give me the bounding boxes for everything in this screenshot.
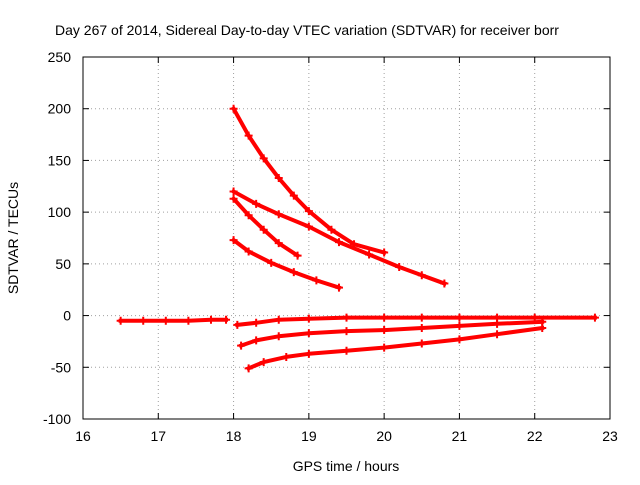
data-point bbox=[395, 262, 404, 271]
data-point bbox=[233, 320, 242, 329]
data-point bbox=[252, 199, 261, 208]
series-line-arc7 bbox=[238, 319, 545, 349]
data-point bbox=[244, 364, 253, 373]
data-point bbox=[259, 358, 268, 367]
data-point bbox=[455, 321, 464, 330]
data-point bbox=[229, 104, 238, 113]
data-point bbox=[342, 327, 351, 336]
data-point bbox=[380, 326, 389, 335]
data-point bbox=[267, 258, 276, 267]
series-arc2 bbox=[229, 104, 389, 257]
y-tick-label: 150 bbox=[48, 152, 72, 168]
data-point bbox=[222, 315, 231, 324]
data-point bbox=[493, 319, 502, 328]
y-axis-label: SDTVAR / TECUs bbox=[5, 182, 21, 294]
data-point bbox=[244, 211, 253, 220]
data-point bbox=[229, 187, 238, 196]
x-tick-label: 18 bbox=[226, 428, 242, 444]
x-tick-label: 19 bbox=[301, 428, 317, 444]
y-tick-label: 0 bbox=[63, 308, 71, 324]
data-point bbox=[455, 335, 464, 344]
series-arc5 bbox=[229, 236, 343, 292]
plot-frame bbox=[82, 56, 611, 420]
data-point bbox=[417, 323, 426, 332]
data-point bbox=[304, 349, 313, 358]
data-point bbox=[274, 210, 283, 219]
x-tick-label: 22 bbox=[527, 428, 543, 444]
data-point bbox=[380, 343, 389, 352]
data-point bbox=[229, 236, 238, 245]
series-arc3 bbox=[229, 187, 449, 288]
data-point bbox=[304, 222, 313, 231]
data-point bbox=[206, 315, 215, 324]
x-tick-label: 16 bbox=[75, 428, 91, 444]
data-point bbox=[304, 329, 313, 338]
y-tick-label: 50 bbox=[55, 256, 71, 272]
data-point bbox=[274, 174, 283, 183]
data-point bbox=[304, 314, 313, 323]
series-layer bbox=[116, 104, 599, 373]
y-tick-label: -50 bbox=[51, 359, 71, 375]
data-point bbox=[116, 316, 125, 325]
series-line-arc2 bbox=[230, 105, 387, 255]
series-arc6 bbox=[233, 313, 599, 329]
data-point bbox=[365, 250, 374, 259]
data-point bbox=[455, 313, 464, 322]
data-point bbox=[380, 248, 389, 257]
chart-title: Day 267 of 2014, Sidereal Day-to-day VTE… bbox=[55, 22, 559, 38]
series-arc8 bbox=[244, 323, 547, 373]
data-point bbox=[252, 318, 261, 327]
data-point bbox=[493, 330, 502, 339]
data-point bbox=[312, 276, 321, 285]
y-tick-label: 200 bbox=[48, 101, 72, 117]
series-line-arc3 bbox=[230, 188, 447, 287]
data-point bbox=[293, 251, 302, 260]
data-point bbox=[274, 239, 283, 248]
data-point bbox=[380, 313, 389, 322]
x-tick-label: 17 bbox=[150, 428, 166, 444]
data-point bbox=[244, 247, 253, 256]
series-line-arc5 bbox=[230, 237, 342, 291]
data-point bbox=[252, 336, 261, 345]
data-point bbox=[417, 313, 426, 322]
data-point bbox=[334, 238, 343, 247]
series-arc4 bbox=[229, 194, 302, 260]
data-point bbox=[327, 225, 336, 234]
data-point bbox=[304, 207, 313, 216]
data-point bbox=[274, 332, 283, 341]
x-tick-label: 21 bbox=[452, 428, 468, 444]
data-point bbox=[342, 313, 351, 322]
x-tick-label: 20 bbox=[376, 428, 392, 444]
x-axis-label: GPS time / hours bbox=[293, 458, 400, 474]
data-point bbox=[184, 316, 193, 325]
data-point bbox=[229, 194, 238, 203]
data-point bbox=[282, 352, 291, 361]
series-line-arc8 bbox=[245, 325, 545, 371]
series-arc7 bbox=[237, 317, 547, 350]
data-point bbox=[259, 225, 268, 234]
data-point bbox=[237, 341, 246, 350]
ticks: 16 17 18 19 20 21 22 23 -100 -50 0 50 100 150 200 250 bbox=[43, 49, 618, 444]
data-point bbox=[440, 279, 449, 288]
data-point bbox=[538, 323, 547, 332]
x-tick-label: 23 bbox=[602, 428, 618, 444]
y-tick-label: 250 bbox=[48, 49, 72, 65]
data-point bbox=[244, 131, 253, 140]
series-arc1 bbox=[116, 315, 231, 325]
data-point bbox=[342, 346, 351, 355]
data-point bbox=[417, 339, 426, 348]
data-point bbox=[289, 191, 298, 200]
data-point bbox=[161, 316, 170, 325]
data-point bbox=[274, 315, 283, 324]
data-point bbox=[334, 283, 343, 292]
data-point bbox=[139, 316, 148, 325]
data-point bbox=[590, 313, 599, 322]
data-point bbox=[259, 154, 268, 163]
data-point bbox=[417, 271, 426, 280]
data-point bbox=[289, 268, 298, 277]
y-tick-label: 100 bbox=[48, 204, 72, 220]
y-tick-label: -100 bbox=[43, 411, 71, 427]
